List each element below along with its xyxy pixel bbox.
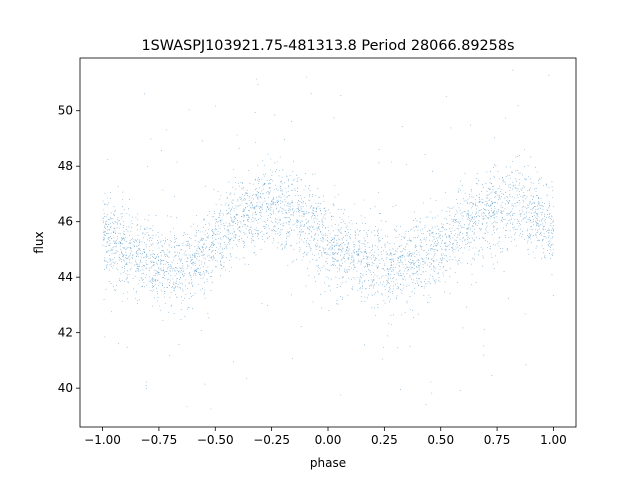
- chart-title: 1SWASPJ103921.75-481313.8 Period 28066.8…: [142, 38, 515, 54]
- y-axis-label: flux: [32, 231, 46, 253]
- x-axis-ticks: −1.00 −0.75 −0.50 −0.25 0.00 0.25 0.50 0.75 1.00: [84, 427, 567, 447]
- plot-frame: [79, 57, 577, 428]
- x-tick-label: −0.50: [197, 433, 234, 447]
- y-tick-label: 42: [58, 326, 73, 340]
- x-tick-label: 0.25: [371, 433, 398, 447]
- x-tick-label: −1.00: [84, 433, 121, 447]
- y-axis-ticks: 40 42 44 46 48 50: [58, 104, 80, 395]
- x-tick-label: −0.25: [253, 433, 290, 447]
- x-tick-label: 1.00: [540, 433, 567, 447]
- x-tick-label: 0.00: [315, 433, 342, 447]
- x-tick-label: −0.75: [141, 433, 178, 447]
- y-tick-label: 48: [58, 159, 73, 173]
- y-tick-label: 40: [58, 381, 73, 395]
- x-tick-label: 0.75: [484, 433, 511, 447]
- x-axis-label: phase: [310, 456, 346, 470]
- x-tick-label: 0.50: [427, 433, 454, 447]
- y-tick-label: 46: [58, 215, 73, 229]
- y-tick-label: 44: [58, 270, 73, 284]
- y-tick-label: 50: [58, 104, 73, 118]
